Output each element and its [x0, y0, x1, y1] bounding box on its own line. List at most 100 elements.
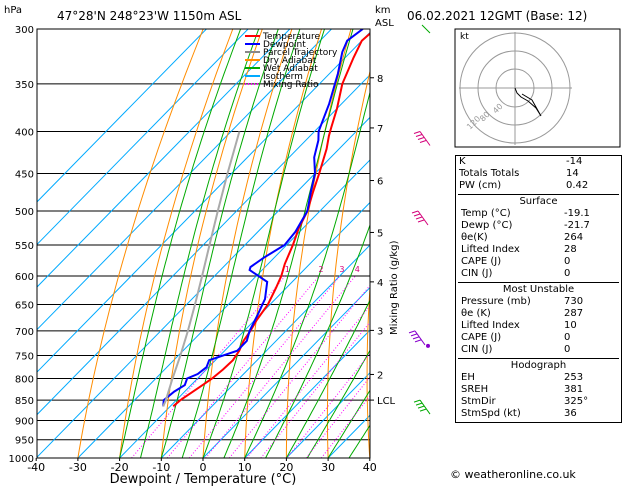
most-unstable-label: CAPE (J): [461, 332, 501, 344]
temperature-tick-label: 30: [321, 461, 335, 474]
surface-row: CAPE (J)0: [458, 256, 619, 268]
temperature-tick-label: -30: [69, 461, 87, 474]
pressure-tick-label: 600: [15, 272, 34, 283]
mixing-ratio-label: 10: [404, 265, 414, 274]
km-tick-label: LCL: [377, 396, 396, 407]
mixing-ratio-label: 2: [318, 265, 323, 274]
most-unstable-row: CAPE (J) 0: [458, 332, 619, 344]
most-unstable-row: Pressure (mb)730: [458, 296, 619, 308]
wind-barb-flag: [418, 138, 424, 140]
mixing-ratio-label: 1: [285, 265, 290, 274]
wind-barb-flag: [412, 211, 418, 213]
pressure-tick-label: 750: [15, 351, 34, 362]
pressure-tick-label: 950: [15, 436, 34, 447]
index-value: 14: [566, 168, 618, 180]
hodograph-row: SREH 381: [458, 384, 619, 396]
wind-barb-flag: [418, 406, 424, 408]
hodograph-row: EH 253: [458, 372, 619, 384]
surface-label: Temp (°C): [461, 208, 511, 220]
wind-barb-flag: [414, 214, 420, 216]
pressure-tick-label: 550: [15, 241, 34, 252]
legend-label: Mixing Ratio: [263, 80, 319, 90]
wet-adiabat-line: [286, 29, 475, 458]
wet-adiabat-line: [182, 29, 300, 458]
wind-barb-flag: [416, 135, 422, 137]
pressure-tick-label: 400: [15, 128, 34, 139]
surface-value: 264: [564, 232, 616, 244]
most-unstable-row: θe (K)287: [458, 308, 619, 320]
km-tick-label: 3: [377, 326, 383, 337]
most-unstable-value: 730: [564, 296, 616, 308]
hodograph-value: 36: [564, 408, 616, 420]
km-tick-label: 5: [377, 228, 383, 239]
wind-barb-flag: [414, 132, 420, 134]
wind-barb-flag: [416, 217, 422, 219]
dry-adiabat-line: [120, 29, 233, 458]
hodograph-value: 381: [564, 384, 616, 396]
datetime-title: 06.02.2021 12GMT (Base: 12): [407, 9, 587, 23]
surface-row: Dewp (°C)-21.7: [458, 220, 619, 232]
most-unstable-row: CIN (J)0: [458, 344, 619, 356]
wind-barb-flag: [420, 409, 426, 411]
isotherm-line: [0, 29, 373, 458]
index-row: PW (cm) 0.42: [456, 180, 621, 192]
km-tick-label: 8: [377, 74, 383, 85]
surface-label: Lifted Index: [461, 244, 520, 256]
km-tick-label: 7: [377, 124, 383, 135]
surface-value: 0: [564, 256, 616, 268]
hodograph-value: 253: [564, 372, 616, 384]
index-label: PW (cm): [459, 180, 501, 192]
mixing-ratio-line: [287, 276, 432, 458]
wind-barb-flag: [420, 141, 426, 143]
dry-adiabat-line: [406, 29, 440, 458]
asl-unit: ASL: [375, 18, 394, 29]
pressure-tick-label: 900: [15, 416, 34, 427]
dry-adiabat-line: [203, 29, 292, 458]
isotherm-line: [0, 29, 415, 458]
surface-row: CIN (J)0: [458, 268, 619, 280]
mixing-ratio-label: 6: [377, 265, 382, 274]
wind-barb-flag: [415, 340, 421, 342]
surface-value: 0: [564, 268, 616, 280]
hodograph-label: EH: [461, 372, 475, 384]
copyright: © weatheronline.co.uk: [450, 468, 576, 481]
wind-barbs: [409, 25, 430, 414]
surface-value: 28: [564, 244, 616, 256]
wind-barb-flag: [418, 220, 424, 222]
isotherm-line: [0, 29, 332, 458]
temperature-tick-label: 40: [363, 461, 377, 474]
hpa-unit: hPa: [4, 5, 22, 16]
wind-barb-flag: [411, 334, 417, 336]
wind-barb: [422, 25, 430, 33]
pressure-tick-label: 650: [15, 301, 34, 312]
most-unstable-label: Lifted Index: [461, 320, 520, 332]
pressure-tick-label: 850: [15, 396, 34, 407]
hodograph-label: SREH: [461, 384, 488, 396]
x-axis-label: Dewpoint / Temperature (°C): [110, 472, 297, 486]
pressure-tick-label: 700: [15, 327, 34, 338]
location-title: 47°28'N 248°23'W 1150m ASL: [57, 9, 242, 23]
index-label: Totals Totals: [459, 168, 519, 180]
hodograph-title: Hodograph: [458, 359, 619, 372]
wind-barb-flag: [413, 337, 419, 339]
hodograph-unit: kt: [460, 32, 469, 42]
surface-label: Dewp (°C): [461, 220, 512, 232]
index-value: 0.42: [566, 180, 618, 192]
wind-barb-flag: [409, 331, 415, 333]
most-unstable-value: 0: [564, 332, 616, 344]
km-tick-label: 4: [377, 278, 383, 289]
mixing-ratio-axis-label: Mixing Ratio (g/kg): [389, 240, 400, 335]
hodograph-label: StmDir: [461, 396, 496, 408]
pressure-tick-label: 350: [15, 80, 34, 91]
surface-row: Temp (°C)-19.1: [458, 208, 619, 220]
mixing-ratio-label: 15: [429, 265, 439, 274]
index-row: Totals Totals 14: [456, 168, 621, 180]
wind-barb-flag: [416, 403, 422, 405]
